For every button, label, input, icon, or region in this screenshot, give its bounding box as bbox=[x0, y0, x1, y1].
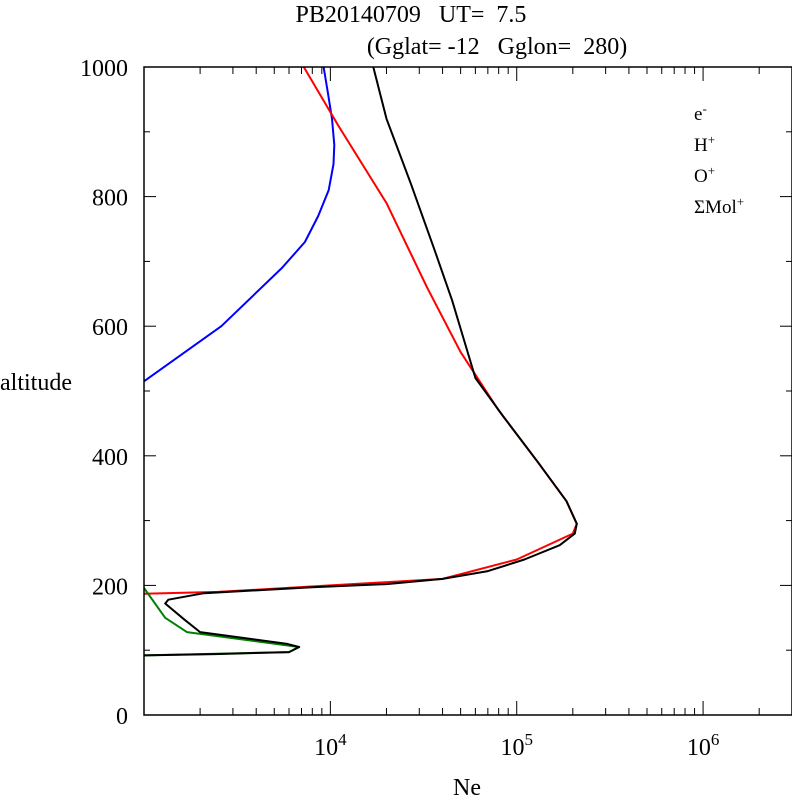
x-tick-label: 105 bbox=[500, 730, 533, 761]
series-line-hydrogen bbox=[143, 66, 336, 383]
legend-entry-molecular: ΣMol+ bbox=[694, 194, 744, 218]
chart-title-line1: PB20140709 UT= 7.5 bbox=[296, 2, 527, 28]
chart-title-line2: (Gglat= -12 Gglon= 280) bbox=[367, 34, 627, 60]
x-axis-label: Ne bbox=[453, 775, 481, 796]
plot-frame bbox=[143, 66, 792, 716]
legend-entry-hydrogen: H+ bbox=[694, 132, 715, 156]
y-tick-label: 600 bbox=[92, 315, 128, 341]
y-tick-label: 0 bbox=[116, 704, 128, 730]
tick-labels: 0 200 400 600 800 1000 104 105 106 bbox=[80, 56, 719, 761]
y-tick-label: 200 bbox=[92, 574, 128, 600]
series-line-electron bbox=[143, 66, 578, 657]
y-tick-label: 400 bbox=[92, 445, 128, 471]
y-tick-label: 800 bbox=[92, 186, 128, 212]
series-group bbox=[143, 66, 578, 657]
y-tick-label: 1000 bbox=[80, 56, 128, 82]
legend-entry-electron: e- bbox=[694, 101, 707, 125]
x-tick-label: 106 bbox=[687, 730, 720, 761]
x-tick-label: 104 bbox=[314, 730, 347, 761]
series-line-molecular bbox=[143, 587, 301, 657]
legend-entry-oxygen: O+ bbox=[694, 163, 715, 187]
series-line-oxygen bbox=[143, 66, 578, 595]
y-axis-label: altitude bbox=[0, 370, 72, 396]
axis-ticks bbox=[144, 66, 792, 716]
legend: e- H+ O+ ΣMol+ bbox=[694, 101, 744, 218]
